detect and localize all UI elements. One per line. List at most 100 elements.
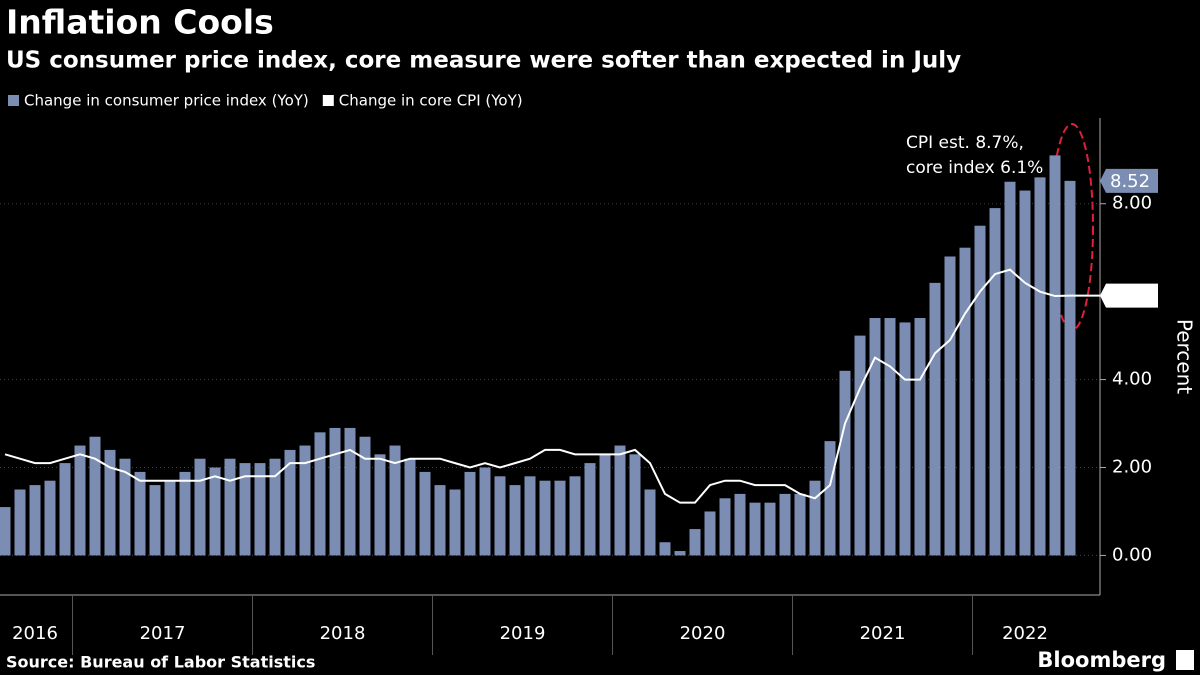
bar: [314, 432, 326, 556]
x-tick-label: 2020: [680, 623, 726, 644]
bar: [854, 335, 866, 556]
bar: [914, 318, 926, 556]
bar: [764, 502, 776, 556]
bar: [704, 511, 716, 556]
bar: [734, 493, 746, 556]
bar: [239, 463, 251, 556]
bar: [209, 467, 221, 556]
y-tick-label: 2.00: [1112, 457, 1152, 478]
bar: [44, 480, 56, 556]
bar: [839, 370, 851, 556]
bar: [824, 441, 836, 556]
bar: [749, 502, 761, 556]
bar: [194, 458, 206, 556]
bar: [809, 480, 821, 556]
bar: [989, 208, 1001, 556]
bar: [719, 498, 731, 556]
bar: [149, 485, 161, 556]
legend-label: Change in consumer price index (YoY): [24, 92, 309, 110]
source: Source: Bureau of Labor Statistics: [6, 653, 315, 672]
bar: [344, 427, 356, 556]
bar: [14, 489, 26, 556]
bar: [359, 436, 371, 556]
x-tick-label: 2016: [12, 623, 58, 644]
bar: [929, 282, 941, 556]
x-tick-label: 2019: [500, 623, 546, 644]
bar: [689, 529, 701, 556]
bar: [884, 318, 896, 556]
bar: [434, 485, 446, 556]
last-value-box: [1100, 168, 1158, 193]
x-tick-label: 2022: [1002, 623, 1048, 644]
bar: [374, 454, 386, 556]
brand: Bloomberg: [1037, 648, 1166, 672]
bar: [1034, 177, 1046, 556]
y-axis-label: Percent: [1173, 319, 1197, 394]
bar: [599, 454, 611, 556]
bar: [284, 449, 296, 556]
x-tick-label: 2021: [860, 623, 906, 644]
legend-label: Change in core CPI (YoY): [339, 92, 523, 110]
legend-swatch: [8, 95, 19, 106]
bar: [1064, 180, 1076, 556]
bar: [29, 485, 41, 556]
bar: [179, 471, 191, 556]
bar: [869, 318, 881, 556]
bar: [134, 471, 146, 556]
y-tick-label: 4.00: [1112, 369, 1152, 390]
bar: [89, 436, 101, 556]
bar: [1049, 155, 1061, 556]
bar: [509, 485, 521, 556]
line: [4, 268, 1071, 504]
bar: [389, 445, 401, 556]
bar: [1004, 181, 1016, 556]
bar: [164, 480, 176, 556]
bar: [944, 256, 956, 556]
x-tick-label: 2017: [140, 623, 186, 644]
bar: [614, 445, 626, 556]
last-value-label: 8.52: [1110, 171, 1150, 192]
bar: [644, 489, 656, 556]
bar: [419, 471, 431, 556]
bar: [779, 493, 791, 556]
legend-swatch: [322, 95, 334, 106]
bar: [794, 493, 806, 556]
bar: [524, 476, 536, 556]
x-tick-label: 2018: [320, 623, 366, 644]
bar: [959, 247, 971, 556]
bar: [59, 463, 71, 556]
bar: [74, 445, 86, 556]
bar: [329, 427, 341, 556]
bar: [899, 322, 911, 556]
bar: [464, 471, 476, 556]
bar: [539, 480, 551, 556]
bar: [449, 489, 461, 556]
bar: [404, 458, 416, 556]
bar: [584, 463, 596, 556]
bar: [1019, 190, 1031, 556]
bar: [569, 476, 581, 556]
bar: [494, 476, 506, 556]
bar: [0, 507, 11, 556]
bar: [479, 467, 491, 556]
bar: [674, 551, 686, 556]
bar: [254, 463, 266, 556]
last-value-box: [1100, 283, 1158, 308]
bar: [974, 225, 986, 556]
bar: [659, 542, 671, 556]
y-tick-label: 0.00: [1112, 544, 1152, 565]
last-value-label: 5.91: [1110, 286, 1150, 307]
annotation: core index 6.1%: [906, 158, 1043, 178]
bar: [629, 454, 641, 556]
bar: [224, 458, 236, 556]
annotation: CPI est. 8.7%,: [906, 133, 1024, 153]
bar: [119, 458, 131, 556]
chart-subtitle: US consumer price index, core measure we…: [6, 48, 961, 74]
chart-title: Inflation Cools: [6, 3, 274, 42]
bar: [299, 445, 311, 556]
y-tick-label: 8.00: [1112, 193, 1152, 214]
bar: [554, 480, 566, 556]
brand-icon: [1176, 650, 1194, 670]
